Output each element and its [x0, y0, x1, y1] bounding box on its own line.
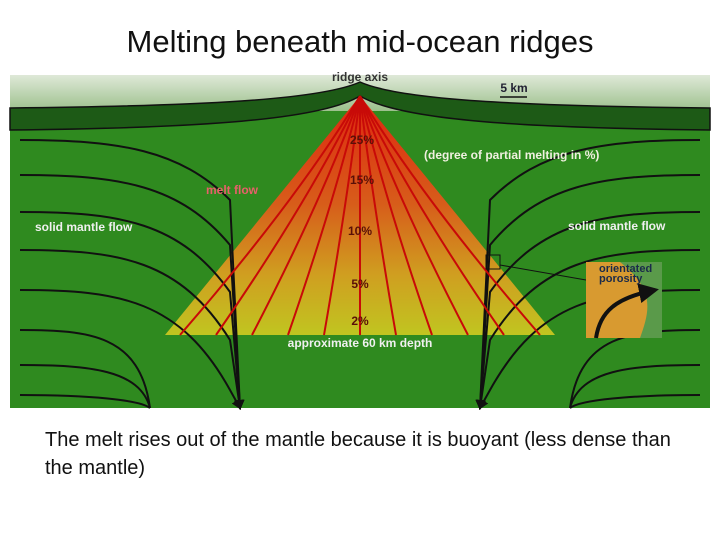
label: porosity: [599, 273, 643, 285]
crust: [9, 81, 711, 131]
melt-line: [323, 95, 361, 336]
flow-line: [476, 249, 701, 410]
melt-lines: [179, 95, 541, 336]
label: melt flow: [206, 183, 259, 197]
flow-line: [475, 174, 701, 410]
label: ridge axis: [332, 70, 388, 84]
label: 15%: [350, 173, 374, 187]
flow-line: [475, 211, 701, 410]
melt-line: [251, 95, 361, 336]
flow-lines: [19, 139, 701, 410]
label: orientated: [599, 263, 652, 275]
label: (degree of partial melting in %): [424, 148, 599, 162]
flow-line: [19, 329, 151, 409]
flow-line: [19, 174, 245, 410]
flow-line: [19, 211, 245, 410]
flow-line: [19, 249, 244, 410]
label: solid mantle flow: [568, 219, 666, 233]
label: solid mantle flow: [35, 220, 133, 234]
inset-marker: [485, 254, 501, 270]
melt-line: [359, 95, 541, 336]
flow-line: [475, 139, 701, 410]
label: 25%: [350, 133, 374, 147]
label: approximate 60 km depth: [288, 336, 433, 350]
flow-line: [569, 394, 701, 409]
melt-line: [287, 95, 361, 336]
flow-line: [569, 329, 701, 409]
inset-solid: [620, 262, 662, 338]
inset-arrow: [594, 283, 659, 339]
melt-line: [359, 95, 397, 336]
melt-line: [359, 95, 469, 336]
melt-line: [359, 95, 505, 336]
melt-line: [179, 95, 361, 336]
diagram: ridge axis 5 km 25% (degree of partial m…: [9, 70, 711, 410]
label: 10%: [348, 224, 372, 238]
slide-title: Melting beneath mid-ocean ridges: [126, 24, 594, 59]
label: 5 km: [500, 81, 527, 95]
inset-pointer: [499, 264, 587, 281]
label: 5%: [351, 277, 369, 291]
label: 2%: [351, 314, 369, 328]
caption: The melt rises out of the mantle because…: [45, 429, 671, 479]
flow-line: [19, 394, 151, 409]
flow-line: [19, 289, 241, 410]
melt-line: [215, 95, 361, 336]
flow-line: [19, 139, 245, 410]
flow-line: [19, 364, 151, 409]
flow-line: [569, 364, 701, 409]
melt-line: [359, 95, 433, 336]
